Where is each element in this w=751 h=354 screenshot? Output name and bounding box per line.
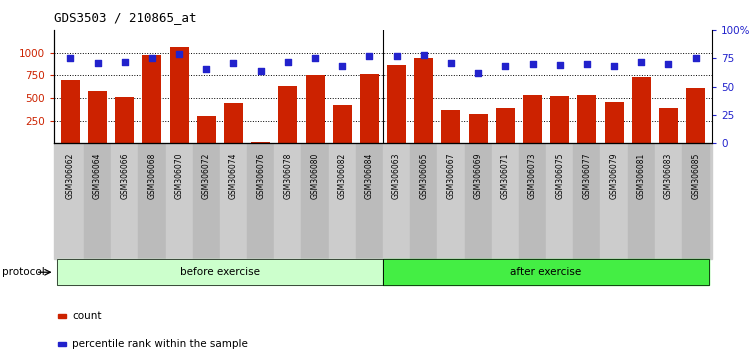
Text: GSM306084: GSM306084 xyxy=(365,153,374,199)
Point xyxy=(309,56,321,61)
Text: GSM306067: GSM306067 xyxy=(447,153,455,199)
Text: count: count xyxy=(72,310,101,321)
Bar xyxy=(686,88,705,143)
Point xyxy=(391,53,403,59)
Bar xyxy=(143,55,161,143)
Bar xyxy=(496,108,515,143)
Text: GSM306079: GSM306079 xyxy=(610,153,619,199)
Text: after exercise: after exercise xyxy=(511,267,582,277)
Text: GSM306072: GSM306072 xyxy=(202,153,211,199)
Text: GSM306085: GSM306085 xyxy=(691,153,700,199)
Text: GSM306076: GSM306076 xyxy=(256,153,265,199)
Text: GDS3503 / 210865_at: GDS3503 / 210865_at xyxy=(54,11,197,24)
Text: GSM306073: GSM306073 xyxy=(528,153,537,199)
Text: GSM306075: GSM306075 xyxy=(555,153,564,199)
Bar xyxy=(333,105,351,143)
Bar xyxy=(61,80,80,143)
Point xyxy=(635,59,647,65)
Point xyxy=(363,53,376,59)
Text: GSM306074: GSM306074 xyxy=(229,153,238,199)
Text: GSM306082: GSM306082 xyxy=(338,153,347,199)
Point xyxy=(581,61,593,67)
Point xyxy=(255,68,267,74)
Bar xyxy=(170,47,189,143)
Bar xyxy=(550,96,569,143)
Point xyxy=(282,59,294,65)
Point xyxy=(445,60,457,66)
Text: percentile rank within the sample: percentile rank within the sample xyxy=(72,339,248,349)
Bar xyxy=(197,116,216,143)
Bar xyxy=(605,102,623,143)
Bar xyxy=(306,75,324,143)
Text: GSM306065: GSM306065 xyxy=(419,153,428,199)
Text: GSM306070: GSM306070 xyxy=(175,153,184,199)
Text: before exercise: before exercise xyxy=(180,267,260,277)
Text: GSM306071: GSM306071 xyxy=(501,153,510,199)
Bar xyxy=(523,95,542,143)
Text: GSM306083: GSM306083 xyxy=(664,153,673,199)
Bar xyxy=(469,114,487,143)
Bar xyxy=(632,77,651,143)
Bar xyxy=(224,103,243,143)
Point xyxy=(499,63,511,69)
Point xyxy=(553,62,566,68)
Bar xyxy=(415,58,433,143)
Bar xyxy=(578,95,596,143)
Point xyxy=(608,63,620,69)
Text: GSM306064: GSM306064 xyxy=(93,153,102,199)
Text: GSM306063: GSM306063 xyxy=(392,153,401,199)
Text: GSM306068: GSM306068 xyxy=(147,153,156,199)
Bar xyxy=(659,108,678,143)
Point xyxy=(65,56,77,61)
Bar xyxy=(88,91,107,143)
Point xyxy=(418,52,430,58)
Text: GSM306080: GSM306080 xyxy=(311,153,319,199)
Point xyxy=(689,56,701,61)
Text: GSM306069: GSM306069 xyxy=(474,153,483,199)
Point xyxy=(336,63,348,69)
Point xyxy=(662,61,674,67)
Bar xyxy=(251,142,270,143)
Point xyxy=(146,56,158,61)
Point xyxy=(92,60,104,66)
Point xyxy=(472,70,484,76)
Bar xyxy=(115,97,134,143)
Text: protocol: protocol xyxy=(2,267,44,277)
Point xyxy=(526,61,538,67)
Text: GSM306062: GSM306062 xyxy=(66,153,75,199)
Bar xyxy=(360,74,379,143)
Point xyxy=(201,66,213,72)
Text: GSM306077: GSM306077 xyxy=(582,153,591,199)
Bar xyxy=(442,110,460,143)
Point xyxy=(228,60,240,66)
Text: GSM306081: GSM306081 xyxy=(637,153,646,199)
Text: GSM306078: GSM306078 xyxy=(283,153,292,199)
Bar xyxy=(279,86,297,143)
Point xyxy=(173,51,185,57)
Point xyxy=(119,59,131,65)
Text: GSM306066: GSM306066 xyxy=(120,153,129,199)
Bar xyxy=(387,65,406,143)
